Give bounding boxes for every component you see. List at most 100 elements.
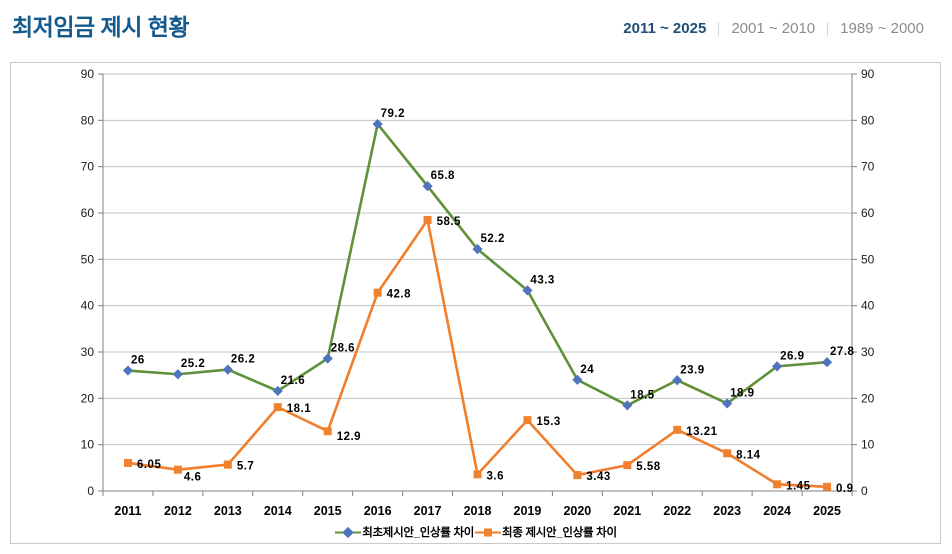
tab-separator — [827, 21, 829, 36]
data-point-marker — [823, 482, 832, 491]
legend-label: 최종 제시안_인상률 차이 — [502, 527, 617, 539]
data-label: 43.3 — [530, 274, 554, 286]
x-axis-label: 2024 — [763, 504, 791, 518]
data-point-marker — [172, 369, 183, 380]
tab-2011-2025[interactable]: 2011 ~ 2025 — [623, 20, 707, 37]
x-axis-label: 2020 — [563, 504, 591, 518]
tab-2001-2010[interactable]: 2001 ~ 2010 — [731, 20, 816, 37]
data-point-marker — [123, 458, 132, 467]
data-point-marker — [322, 353, 333, 364]
data-label: 79.2 — [381, 108, 405, 120]
period-tabs: 2011 ~ 2025 2001 ~ 2010 1989 ~ 2000 — [611, 20, 936, 37]
data-label: 27.8 — [830, 346, 854, 358]
data-label: 26.2 — [231, 354, 255, 366]
x-axis-label: 2016 — [364, 504, 392, 518]
x-axis-label: 2013 — [214, 504, 242, 518]
data-point-marker — [673, 425, 682, 434]
y-axis-label-right: 60 — [861, 206, 875, 220]
data-point-marker — [373, 288, 382, 297]
y-axis-label-left: 10 — [81, 438, 95, 452]
data-label: 18.1 — [287, 403, 311, 415]
x-axis-label: 2025 — [813, 504, 841, 518]
data-label: 28.6 — [331, 342, 355, 354]
chart-container: 0 0 10 10 20 20 30 30 40 40 50 50 60 60 70 70 80 80 90 90 20… — [10, 62, 941, 544]
data-label: 6.05 — [137, 459, 161, 471]
y-axis-label-right: 20 — [861, 391, 875, 405]
data-label: 15.3 — [536, 416, 560, 428]
legend-item-final-proposal: 최종 제시안_인상률 차이 — [474, 524, 617, 540]
data-label: 5.7 — [237, 461, 255, 473]
data-point-marker — [523, 416, 532, 425]
data-label: 3.43 — [586, 471, 610, 483]
y-axis-label-right: 30 — [861, 345, 875, 359]
data-point-marker — [623, 461, 632, 470]
data-point-marker — [672, 375, 683, 386]
y-axis-label-left: 20 — [81, 391, 95, 405]
data-point-marker — [573, 471, 582, 480]
y-axis-label-left: 50 — [81, 252, 95, 266]
data-point-marker — [272, 385, 283, 397]
data-label: 26 — [131, 355, 145, 367]
data-point-marker — [173, 465, 182, 474]
data-point-marker — [572, 374, 583, 385]
y-axis-label-right: 10 — [861, 438, 875, 452]
data-label: 18.5 — [630, 389, 654, 401]
data-label: 25.2 — [181, 358, 205, 370]
x-axis-label: 2021 — [613, 504, 641, 518]
data-label: 52.2 — [481, 233, 505, 245]
y-axis-label-right: 50 — [861, 252, 875, 266]
x-axis-label: 2011 — [114, 504, 141, 518]
data-point-marker — [723, 449, 732, 458]
y-axis-label-left: 70 — [81, 160, 95, 174]
data-label: 23.9 — [680, 364, 704, 376]
data-point-marker — [323, 427, 332, 436]
data-label: 18.9 — [730, 387, 754, 399]
x-axis-label: 2017 — [414, 504, 442, 518]
data-point-marker — [423, 215, 432, 224]
y-axis-label-left: 80 — [81, 113, 95, 127]
legend-label: 최초제시안_인상률 차이 — [362, 527, 475, 539]
legend-diamond-marker-icon — [335, 526, 362, 538]
x-axis-label: 2018 — [464, 504, 492, 518]
data-label: 42.8 — [387, 289, 411, 301]
data-point-marker — [622, 400, 633, 411]
y-axis-label-left: 40 — [81, 299, 95, 313]
tab-1989-2000[interactable]: 1989 ~ 2000 — [840, 20, 924, 37]
data-point-marker — [122, 365, 134, 376]
y-axis-label-right: 90 — [861, 67, 875, 81]
page-title: 최저임금 제시 현황 — [12, 14, 190, 40]
data-label: 21.6 — [281, 375, 305, 387]
y-axis-label-right: 70 — [861, 160, 875, 174]
x-axis-label: 2015 — [314, 504, 342, 518]
y-axis-label-left: 60 — [81, 206, 95, 220]
data-label: 8.14 — [736, 449, 760, 461]
legend-square-marker-icon — [475, 528, 502, 536]
x-axis-label: 2014 — [264, 504, 292, 518]
data-point-marker — [222, 364, 233, 375]
data-point-marker — [772, 361, 783, 372]
x-axis-label: 2023 — [713, 504, 741, 518]
data-point-marker — [773, 480, 782, 489]
y-axis-label-left: 90 — [81, 67, 95, 81]
y-axis-label-right: 40 — [861, 299, 875, 313]
data-point-marker — [821, 357, 833, 368]
data-point-marker — [273, 403, 282, 412]
data-label: 26.9 — [780, 350, 804, 362]
y-axis-label-left: 0 — [87, 484, 94, 498]
tab-separator — [718, 21, 720, 36]
x-axis-label: 2022 — [663, 504, 691, 518]
data-label: 3.6 — [487, 470, 505, 482]
data-point-marker — [473, 470, 482, 479]
data-label: 65.8 — [431, 170, 455, 182]
data-label: 24 — [580, 364, 594, 376]
x-axis-label: 2012 — [164, 504, 192, 518]
legend-item-initial-proposal: 최초제시안_인상률 차이 — [334, 524, 474, 540]
data-label: 4.6 — [184, 472, 202, 484]
data-point-marker — [223, 460, 232, 469]
x-axis-label: 2019 — [514, 504, 542, 518]
y-axis-label-left: 30 — [81, 345, 95, 359]
y-axis-label-right: 80 — [861, 113, 875, 127]
data-label: 0.9 — [836, 483, 854, 495]
